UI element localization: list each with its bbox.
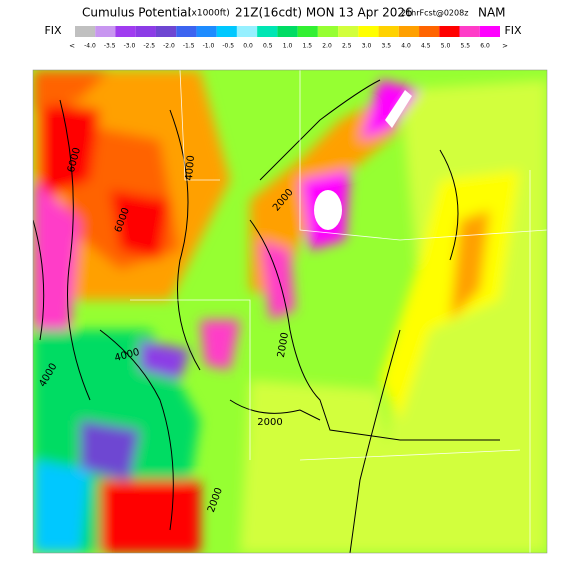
colorbar-tick-label: 1.0	[283, 43, 293, 50]
color-swatch	[338, 26, 359, 37]
colorbar-tick-label: -2.5	[143, 43, 155, 50]
color-swatch	[236, 26, 258, 37]
colorbar-tick-label: 0.5	[263, 43, 273, 50]
color-swatch	[439, 26, 460, 37]
colorbar-tick-label: -1.5	[183, 43, 195, 50]
model: NAM	[478, 6, 506, 20]
color-swatch	[459, 26, 480, 37]
color-swatch	[419, 26, 440, 37]
color-swatch	[196, 26, 217, 37]
fix-left: FIX	[44, 24, 62, 37]
colorbar-tick-label: 0.0	[243, 43, 253, 50]
colorbar-tick-label: -3.5	[104, 43, 116, 50]
color-swatch	[216, 26, 237, 37]
colorbar-tick-label: -2.0	[163, 43, 175, 50]
map-frame	[32, 69, 548, 554]
color-swatch	[176, 26, 197, 37]
lower-arrow: <	[69, 42, 75, 50]
colorbar-tick-label: -4.0	[84, 43, 96, 50]
color-swatch	[75, 26, 96, 37]
fix-right: FIX	[504, 24, 522, 37]
color-swatch	[358, 26, 379, 37]
color-swatch	[277, 26, 298, 37]
color-swatch	[155, 26, 177, 37]
white-area	[314, 190, 342, 230]
contour-label: 4000	[184, 155, 197, 181]
colorbar-tick-label: 4.0	[401, 43, 411, 50]
upper-arrow: >	[502, 42, 508, 50]
title-line: Cumulus Potential (x1000ft) 21Z(16cdt) M…	[82, 6, 506, 20]
colorbar-tick-label: 4.5	[421, 43, 431, 50]
contours	[33, 79, 500, 553]
color-swatch	[297, 26, 318, 37]
map: 6000 4000 6000 2000 2000 4000 2000 4000 …	[33, 70, 547, 553]
colorbar-tick-label: 2.5	[342, 43, 352, 50]
colorbar: < > -4.0 -3.5 -3.0 -2.5 -2.0 -1.5 -1.0 -0.5 0.0 0.5…	[69, 26, 508, 50]
colorbar-tick-label: -1.0	[203, 43, 215, 50]
colorbar-tick-label: 1.5	[302, 43, 312, 50]
color-swatch	[257, 26, 278, 37]
field	[33, 70, 547, 553]
colorbar-tick-label: -0.5	[222, 43, 234, 50]
state-borders	[130, 70, 547, 553]
white-area	[385, 90, 412, 128]
color-swatch	[378, 26, 399, 37]
colorbar-tick-label: 5.5	[460, 43, 470, 50]
colorbar-tick-label: -3.0	[124, 43, 136, 50]
colorbar-tick-label: 5.0	[441, 43, 451, 50]
color-swatch	[95, 26, 116, 37]
title: Cumulus Potential	[82, 6, 191, 20]
colorbar-tick-label: 6.0	[480, 43, 490, 50]
color-swatch	[317, 26, 339, 37]
color-swatch	[115, 26, 136, 37]
valid-time: 21Z(16cdt) MON 13 Apr 2026	[235, 6, 413, 20]
colorbar-tick-label: 3.0	[362, 43, 372, 50]
color-swatch	[135, 26, 156, 37]
contour-label: 2000	[257, 417, 282, 428]
contour-label: 2000	[276, 332, 291, 359]
colorbar-tick-label: 3.5	[381, 43, 391, 50]
forecast-info: 21hrFcst@0208z	[401, 9, 468, 18]
color-swatch	[398, 26, 420, 37]
colorbar-tick-label: 2.0	[322, 43, 332, 50]
units: (x1000ft)	[188, 9, 230, 19]
color-swatch	[479, 26, 500, 37]
